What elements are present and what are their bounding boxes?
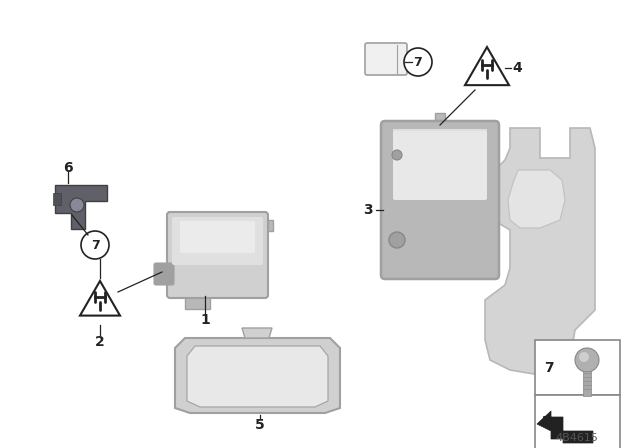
Bar xyxy=(53,193,61,205)
Text: 5: 5 xyxy=(255,418,265,432)
Polygon shape xyxy=(175,338,340,413)
FancyBboxPatch shape xyxy=(172,217,263,265)
Circle shape xyxy=(575,348,599,372)
Text: 7: 7 xyxy=(413,56,422,69)
Polygon shape xyxy=(465,47,509,85)
Text: 4: 4 xyxy=(512,61,522,75)
Text: 6: 6 xyxy=(63,161,73,175)
Polygon shape xyxy=(255,220,273,231)
Circle shape xyxy=(81,231,109,259)
Text: 2: 2 xyxy=(95,335,105,349)
Polygon shape xyxy=(185,290,210,309)
Text: 7: 7 xyxy=(544,361,554,375)
Text: 4B4615: 4B4615 xyxy=(556,433,598,443)
Circle shape xyxy=(389,232,405,248)
FancyBboxPatch shape xyxy=(154,263,174,285)
Text: 1: 1 xyxy=(200,313,210,327)
Bar xyxy=(535,340,620,395)
FancyBboxPatch shape xyxy=(167,212,268,298)
Polygon shape xyxy=(80,281,120,315)
FancyBboxPatch shape xyxy=(381,121,499,279)
FancyBboxPatch shape xyxy=(365,43,407,75)
Polygon shape xyxy=(508,170,565,228)
Circle shape xyxy=(579,352,589,362)
Bar xyxy=(583,371,591,396)
Bar xyxy=(535,395,620,448)
Polygon shape xyxy=(55,185,107,229)
Circle shape xyxy=(392,150,402,160)
FancyBboxPatch shape xyxy=(393,131,487,200)
Polygon shape xyxy=(242,328,272,338)
Polygon shape xyxy=(168,223,182,235)
Polygon shape xyxy=(187,346,328,407)
Circle shape xyxy=(70,198,84,212)
FancyBboxPatch shape xyxy=(180,221,255,253)
Polygon shape xyxy=(485,128,595,375)
Polygon shape xyxy=(537,411,593,443)
Polygon shape xyxy=(393,129,487,175)
Circle shape xyxy=(404,48,432,76)
Polygon shape xyxy=(435,113,445,125)
Text: 7: 7 xyxy=(91,238,99,251)
Text: 3: 3 xyxy=(363,203,373,217)
